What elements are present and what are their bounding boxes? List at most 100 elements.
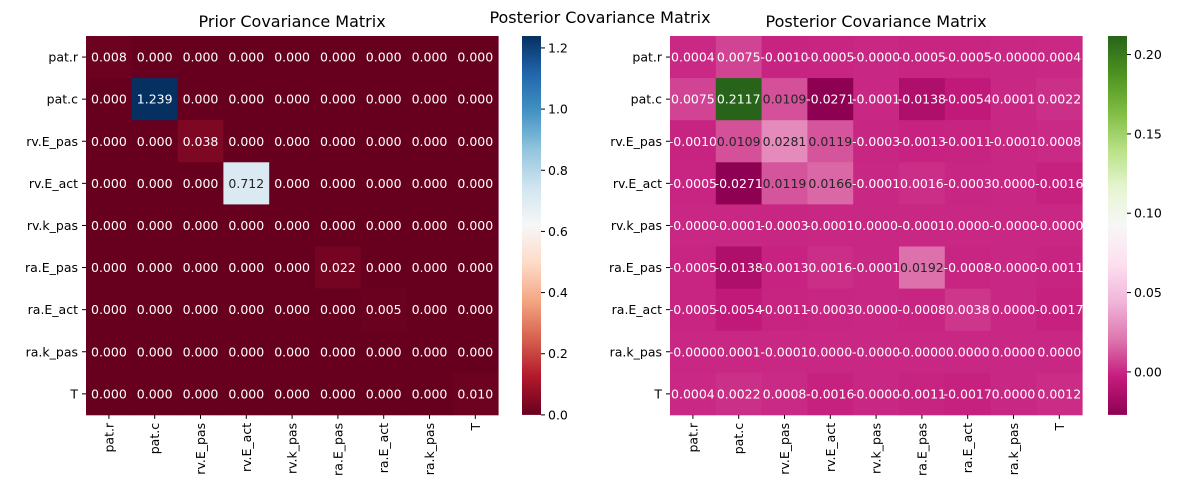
- heatmap-cell: [899, 330, 946, 374]
- heatmap-cell: [807, 78, 854, 121]
- heatmap-cell: [670, 36, 717, 79]
- heatmap-cell: [761, 204, 808, 247]
- heatmap-cell: [990, 120, 1037, 163]
- x-tick-label: ra.k_pas: [1006, 423, 1021, 475]
- heatmap-cell: [177, 162, 224, 205]
- heatmap-cell: [715, 162, 762, 205]
- heatmap-cell: [853, 36, 900, 79]
- cell-value-label: 0.000: [457, 218, 493, 233]
- cell-value-label: 0.0000: [808, 344, 852, 359]
- heatmap-cell: [761, 162, 808, 205]
- heatmap-cell: [944, 288, 991, 332]
- x-tick-label: rv.E_pas: [193, 423, 208, 475]
- heatmap-cell: [1036, 372, 1083, 416]
- cell-value-label: 0.000: [137, 50, 173, 65]
- heatmap-cell: [715, 204, 762, 247]
- cell-value-label: 0.000: [320, 176, 356, 191]
- heatmap-cell: [452, 120, 499, 163]
- heatmap-cell: [807, 162, 854, 205]
- cell-value-label: 0.0192: [900, 260, 944, 275]
- cell-value-label: 0.000: [274, 386, 310, 401]
- cell-value-label: 0.000: [183, 386, 219, 401]
- y-tick-label: ra.E_pas: [25, 260, 78, 275]
- cell-value-label: -0.0000: [989, 260, 1037, 275]
- cell-value-label: -0.0017: [944, 386, 992, 401]
- cell-value-label: 0.0022: [1037, 92, 1081, 107]
- cell-value-label: -0.0003: [760, 218, 808, 233]
- heatmap-cell: [807, 288, 854, 332]
- cell-value-label: 0.0000: [1037, 344, 1081, 359]
- cell-value-label: 0.000: [91, 218, 127, 233]
- cell-value-label: 0.712: [228, 176, 264, 191]
- figure-suptitle: Posterior Covariance Matrix: [489, 8, 710, 27]
- heatmap-cell: [269, 246, 316, 289]
- cell-value-label: 0.000: [137, 386, 173, 401]
- cell-value-label: -0.0011: [944, 134, 992, 149]
- prior-colorbar: [522, 36, 541, 415]
- y-tick-label: pat.r: [48, 50, 78, 65]
- y-tick-label: ra.E_act: [28, 302, 78, 317]
- cell-value-label: 0.000: [137, 260, 173, 275]
- heatmap-cell: [944, 162, 991, 205]
- heatmap-cell: [670, 120, 717, 163]
- cell-value-label: 0.0012: [1037, 386, 1081, 401]
- y-tick-label: ra.k_pas: [610, 344, 662, 359]
- cell-value-label: -0.0017: [1035, 302, 1083, 317]
- cell-value-label: 0.0001: [992, 92, 1036, 107]
- colorbar-tick-label: 0.6: [548, 224, 568, 239]
- cell-value-label: -0.0010: [760, 50, 808, 65]
- cell-value-label: 0.0166: [808, 176, 852, 191]
- cell-value-label: 0.000: [366, 386, 402, 401]
- cell-value-label: 0.0000: [854, 218, 898, 233]
- heatmap-cell: [990, 288, 1037, 332]
- x-tick-label: rv.k_pas: [285, 423, 300, 474]
- heatmap-cell: [452, 330, 499, 374]
- heatmap-cell: [452, 246, 499, 289]
- cell-value-label: 0.000: [91, 134, 127, 149]
- cell-value-label: 0.000: [228, 50, 264, 65]
- heatmap-cell: [670, 372, 717, 416]
- x-tick-label: ra.k_pas: [422, 423, 437, 475]
- x-tick-label: rv.E_act: [823, 423, 838, 472]
- heatmap-cell: [452, 36, 499, 79]
- cell-value-label: 0.0038: [946, 302, 990, 317]
- heatmap-cell: [131, 372, 178, 416]
- colorbar-tick-label: 0.05: [1134, 285, 1162, 300]
- heatmap-cell: [853, 330, 900, 374]
- cell-value-label: 0.038: [183, 134, 219, 149]
- y-tick-label: ra.E_act: [612, 302, 662, 317]
- cell-value-label: -0.0000: [669, 218, 717, 233]
- x-tick-label: ra.E_pas: [330, 423, 345, 476]
- heatmap-cell: [177, 204, 224, 247]
- cell-value-label: 0.000: [137, 302, 173, 317]
- heatmap-cell: [1036, 330, 1083, 374]
- cell-value-label: -0.0001: [989, 134, 1037, 149]
- cell-value-label: -0.0008: [898, 302, 946, 317]
- cell-value-label: 0.000: [228, 134, 264, 149]
- cell-value-label: -0.0000: [852, 50, 900, 65]
- cell-value-label: 0.0016: [808, 260, 852, 275]
- heatmap-cell: [452, 204, 499, 247]
- cell-value-label: 0.0016: [900, 176, 944, 191]
- cell-value-label: 0.000: [183, 302, 219, 317]
- cell-value-label: -0.0016: [806, 386, 854, 401]
- cell-value-label: 0.0004: [671, 386, 715, 401]
- cell-value-label: 0.000: [274, 302, 310, 317]
- cell-value-label: 0.000: [183, 176, 219, 191]
- heatmap-cell: [315, 162, 362, 205]
- cell-value-label: -0.0001: [852, 260, 900, 275]
- cell-value-label: -0.0005: [944, 50, 992, 65]
- heatmap-cell: [360, 120, 407, 163]
- cell-value-label: 0.000: [274, 134, 310, 149]
- cell-value-label: 0.000: [228, 386, 264, 401]
- heatmap-cell: [269, 330, 316, 374]
- heatmap-cell: [86, 246, 133, 289]
- x-tick-label: T: [468, 423, 483, 432]
- y-tick-label: ra.E_pas: [609, 260, 662, 275]
- cell-value-label: 0.000: [366, 260, 402, 275]
- cell-value-label: 0.000: [412, 134, 448, 149]
- x-tick-label: T: [1052, 423, 1067, 432]
- heatmap-cell: [944, 246, 991, 289]
- heatmap-cell: [853, 288, 900, 332]
- heatmap-cell: [715, 36, 762, 79]
